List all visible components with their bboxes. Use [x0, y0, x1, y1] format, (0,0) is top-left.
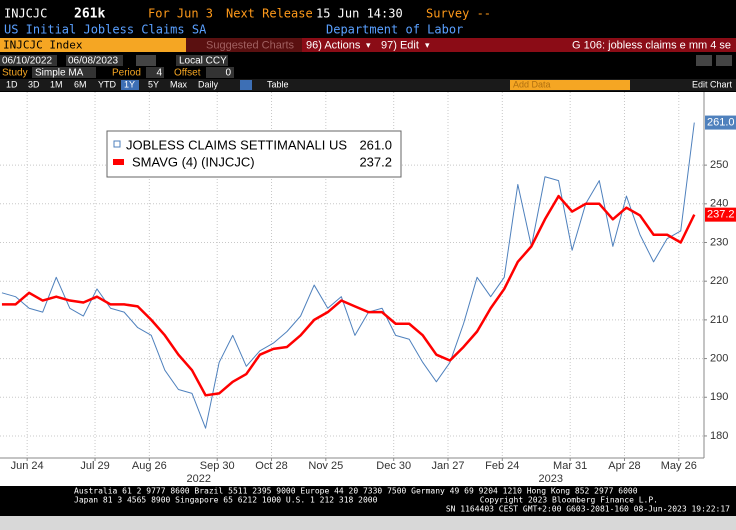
edit-chart[interactable]: Edit Chart	[692, 79, 733, 89]
add-data-box[interactable]	[510, 80, 630, 90]
edit[interactable]: 97) Edit	[381, 39, 419, 51]
legend-marker	[113, 159, 124, 165]
next-date: 15 Jun 14:30	[316, 7, 403, 21]
y-tick-label: 230	[710, 236, 728, 248]
range-button[interactable]: 6M	[74, 79, 87, 89]
x-tick-label: Jan 27	[431, 460, 464, 472]
page-title: G 106: jobless claims e mm 4 se	[572, 39, 731, 51]
footer: Australia 61 2 9777 8600 Brazil 5511 239…	[74, 487, 730, 514]
legend-marker	[113, 140, 121, 148]
x-tick-label: Nov 25	[308, 460, 343, 472]
y-axis-area	[704, 92, 736, 458]
range-selected	[121, 80, 139, 90]
x-axis-area	[0, 458, 736, 486]
add-data[interactable]: Add Data	[513, 79, 551, 89]
start-date[interactable]: 06/10/2022	[2, 56, 52, 67]
last-value-tag	[705, 207, 736, 222]
range-button[interactable]: 1M	[50, 79, 63, 89]
series-line	[1, 122, 695, 429]
security-box[interactable]	[0, 38, 186, 52]
year-label: 2022	[187, 473, 211, 485]
series-line	[1, 194, 696, 397]
actions[interactable]: 96) Actions	[306, 39, 361, 51]
end-input[interactable]	[66, 55, 123, 66]
y-tick-label: 200	[710, 352, 728, 364]
range-button[interactable]: 3D	[28, 79, 40, 89]
y-tick-label: 190	[710, 391, 728, 403]
security-name: US Initial Jobless Claims SA	[4, 23, 207, 37]
year-label: 2023	[539, 473, 563, 485]
x-tick-label: Aug 26	[132, 460, 167, 472]
y-tick-label: 250	[710, 159, 728, 171]
x-tick-label: May 26	[661, 460, 697, 472]
range-button[interactable]: Max	[170, 79, 188, 89]
legend-value: 237.2	[359, 154, 392, 169]
next-label: Next Release	[226, 7, 313, 21]
chart-type-button[interactable]	[240, 80, 252, 90]
y-tick-label: 210	[710, 314, 728, 326]
x-tick-label: Dec 30	[376, 460, 411, 472]
x-tick-label: Oct 28	[255, 460, 287, 472]
study[interactable]: Simple MA	[35, 68, 84, 79]
range-button[interactable]: 1D	[6, 79, 18, 89]
footer-line: SN 1164403 CEST GMT+2:00 G603-2081-160 0…	[446, 505, 730, 514]
x-tick-label: Feb 24	[485, 460, 519, 472]
currency-input[interactable]	[176, 55, 228, 66]
table[interactable]: Table	[267, 79, 289, 89]
offset[interactable]: 0	[225, 68, 231, 79]
for-date: For Jun 3	[148, 7, 213, 21]
redo[interactable]	[716, 55, 732, 66]
menu-bar	[302, 38, 736, 52]
end-date[interactable]: 06/08/2023	[68, 56, 118, 67]
study-label: Study	[2, 68, 28, 79]
copyright: Copyright 2023 Bloomberg Finance L.P.	[480, 496, 658, 505]
y-tick-label: 240	[710, 198, 728, 210]
x-tick-label: Apr 28	[608, 460, 640, 472]
dropdown-arrow: ▾	[366, 40, 371, 50]
legend-label: JOBLESS CLAIMS SETTIMANALI US	[126, 137, 347, 152]
last-value-tag	[705, 115, 736, 130]
range-button[interactable]: 1Y	[124, 79, 135, 89]
x-tick-label: Jul 29	[80, 460, 109, 472]
suggested[interactable]: Suggested Charts	[206, 39, 295, 51]
range-button[interactable]: YTD	[98, 79, 117, 89]
status-strip	[0, 516, 736, 530]
offset-input[interactable]	[206, 67, 234, 78]
ticker: INJCJC	[4, 7, 47, 21]
period-input[interactable]	[146, 67, 164, 78]
footer-line: Australia 61 2 9777 8600 Brazil 5511 239…	[74, 487, 638, 496]
y-tick-label: 220	[710, 275, 728, 287]
footer-line: Japan 81 3 4565 8900 Singapore 65 6212 1…	[74, 496, 378, 505]
legend	[106, 130, 402, 178]
dropdown-arrow: ▾	[425, 40, 430, 50]
x-tick-label: Jun 24	[11, 460, 44, 472]
suggested-tab[interactable]	[186, 38, 302, 52]
y-tick-label: 180	[710, 430, 728, 442]
range-buttons: 1D 3D 1M 6M YTD 1Y 5Y Max	[6, 79, 188, 90]
source: Department of Labor	[326, 23, 463, 37]
currency[interactable]: Local CCY	[179, 56, 227, 67]
range-button[interactable]: 5Y	[148, 79, 159, 89]
frequency[interactable]: Daily	[198, 79, 219, 89]
header: INJCJC 261k For Jun 3 Next Release 15 Ju…	[4, 7, 491, 37]
security[interactable]: INJCJC Index	[3, 39, 83, 52]
last-value: 261k	[74, 7, 105, 22]
start-input[interactable]	[0, 55, 57, 66]
undo[interactable]	[696, 55, 712, 66]
nav-buttons[interactable]	[136, 55, 156, 66]
last-value-label: 237.2	[707, 209, 735, 221]
x-tick-label: Mar 31	[553, 460, 587, 472]
period[interactable]: 4	[156, 68, 162, 79]
x-tick-label: Sep 30	[200, 460, 235, 472]
study-input[interactable]	[32, 67, 96, 78]
last-value-label: 261.0	[707, 116, 735, 128]
survey: Survey --	[426, 7, 491, 21]
offset-label: Offset	[174, 68, 201, 79]
period-label: Period	[112, 68, 141, 79]
legend-value: 261.0	[359, 137, 392, 152]
legend-label: SMAVG (4) (INJCJC)	[132, 154, 255, 169]
